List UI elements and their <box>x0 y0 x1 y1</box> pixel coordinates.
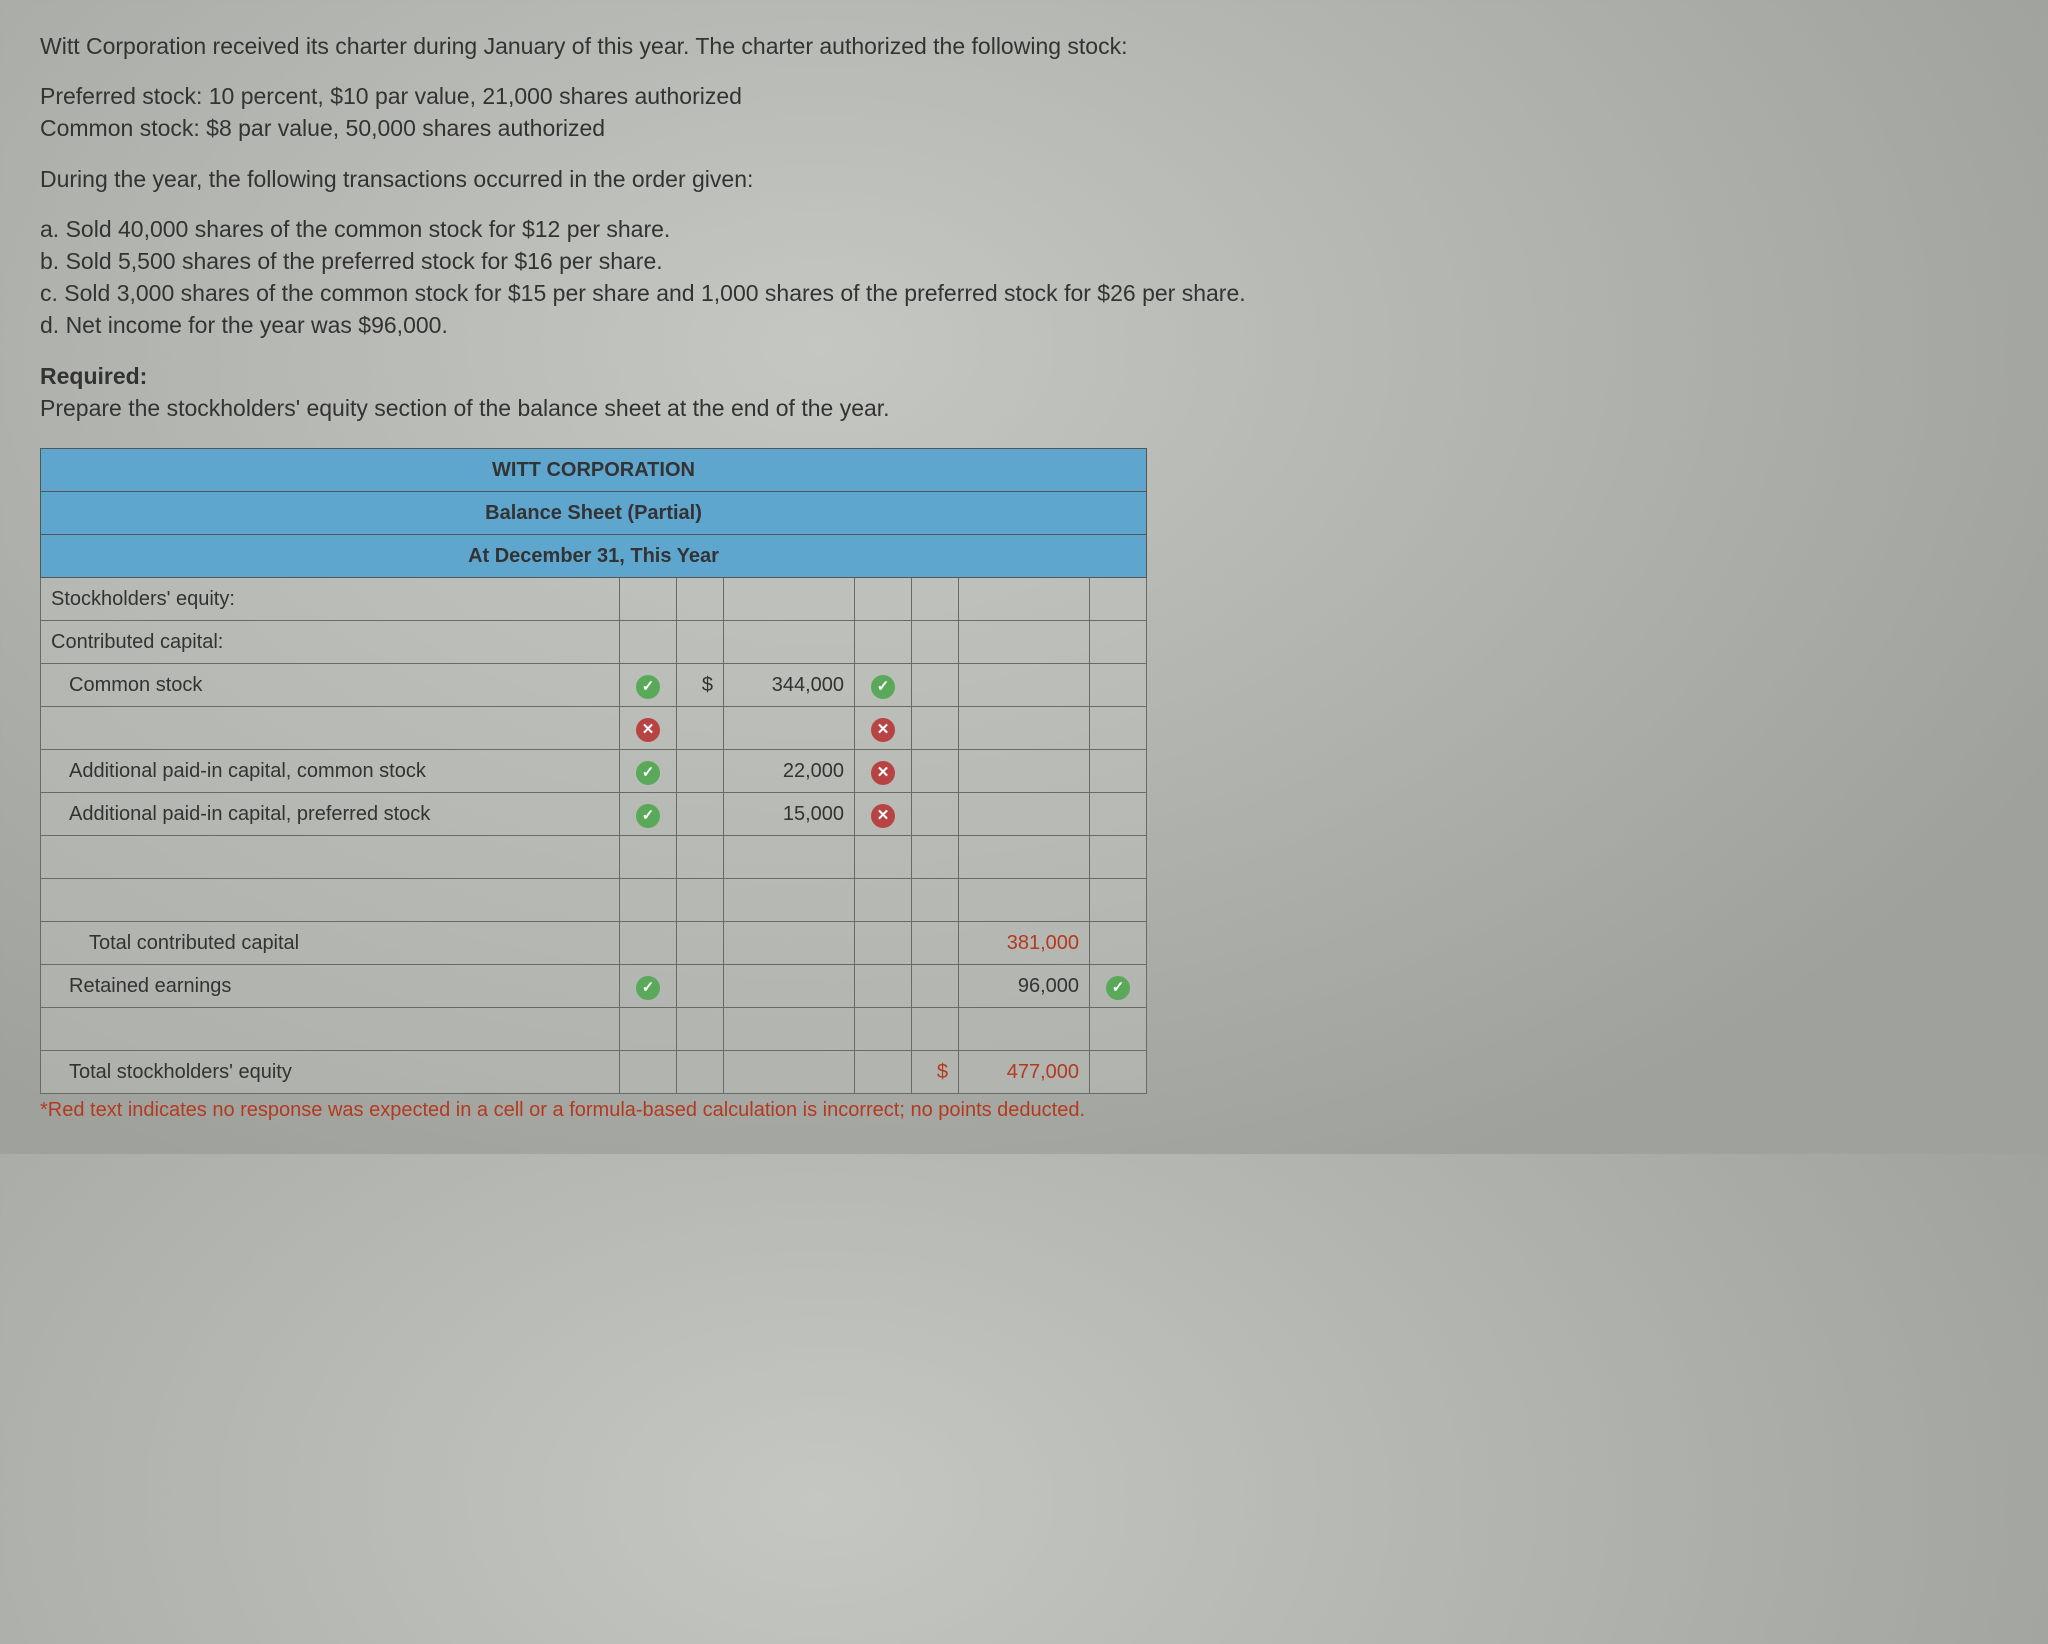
row-tse-label: Total stockholders' equity <box>41 1050 620 1093</box>
transactions-list: a. Sold 40,000 shares of the common stoc… <box>40 213 2008 342</box>
txn-d: d. Net income for the year was $96,000. <box>40 309 2008 341</box>
check-icon: ✓ <box>871 675 895 699</box>
apic-pref-value[interactable]: 15,000 <box>724 792 855 835</box>
check-icon: ✓ <box>636 976 660 1000</box>
row-re-label[interactable]: Retained earnings <box>41 964 620 1007</box>
apic-common-value[interactable]: 22,000 <box>724 749 855 792</box>
txn-a: a. Sold 40,000 shares of the common stoc… <box>40 213 2008 245</box>
row-empty2[interactable] <box>41 878 620 921</box>
stock-auth-list: Preferred stock: 10 percent, $10 par val… <box>40 80 2008 144</box>
row-apic-pref-label[interactable]: Additional paid-in capital, preferred st… <box>41 792 620 835</box>
cross-icon: ✕ <box>871 718 895 742</box>
row-empty3[interactable] <box>41 1007 620 1050</box>
txn-b: b. Sold 5,500 shares of the preferred st… <box>40 245 2008 277</box>
dollar-sign: $ <box>677 663 724 706</box>
balance-sheet-table: WITT CORPORATION Balance Sheet (Partial)… <box>40 448 1147 1094</box>
problem-text: Witt Corporation received its charter du… <box>40 30 2008 424</box>
row-blank-label[interactable] <box>41 706 620 749</box>
row-contributed-capital: Contributed capital: <box>41 620 620 663</box>
txn-c: c. Sold 3,000 shares of the common stock… <box>40 277 2008 309</box>
re-value[interactable]: 96,000 <box>959 964 1090 1007</box>
check-icon: ✓ <box>636 804 660 828</box>
row-empty1[interactable] <box>41 835 620 878</box>
cross-icon: ✕ <box>871 761 895 785</box>
row-apic-common-label[interactable]: Additional paid-in capital, common stock <box>41 749 620 792</box>
table-header-date: At December 31, This Year <box>41 534 1147 577</box>
footnote-text: *Red text indicates no response was expe… <box>40 1096 1140 1124</box>
table-header-company: WITT CORPORATION <box>41 448 1147 491</box>
preferred-line: Preferred stock: 10 percent, $10 par val… <box>40 80 2008 112</box>
tse-value: 477,000 <box>959 1050 1090 1093</box>
blank-value[interactable] <box>724 706 855 749</box>
table-header-title: Balance Sheet (Partial) <box>41 491 1147 534</box>
row-stockholders-equity: Stockholders' equity: <box>41 577 620 620</box>
tcc-value: 381,000 <box>959 921 1090 964</box>
required-text: Prepare the stockholders' equity section… <box>40 395 890 421</box>
row-common-stock-label[interactable]: Common stock <box>41 663 620 706</box>
check-icon: ✓ <box>636 761 660 785</box>
cross-icon: ✕ <box>871 804 895 828</box>
intro-text: Witt Corporation received its charter du… <box>40 30 2008 62</box>
check-icon: ✓ <box>636 675 660 699</box>
row-tcc-label: Total contributed capital <box>41 921 620 964</box>
cross-icon: ✕ <box>636 718 660 742</box>
check-icon: ✓ <box>1106 976 1130 1000</box>
during-text: During the year, the following transacti… <box>40 163 2008 195</box>
required-label: Required: <box>40 363 147 389</box>
common-stock-value[interactable]: 344,000 <box>724 663 855 706</box>
common-line: Common stock: $8 par value, 50,000 share… <box>40 112 2008 144</box>
dollar-sign: $ <box>912 1050 959 1093</box>
